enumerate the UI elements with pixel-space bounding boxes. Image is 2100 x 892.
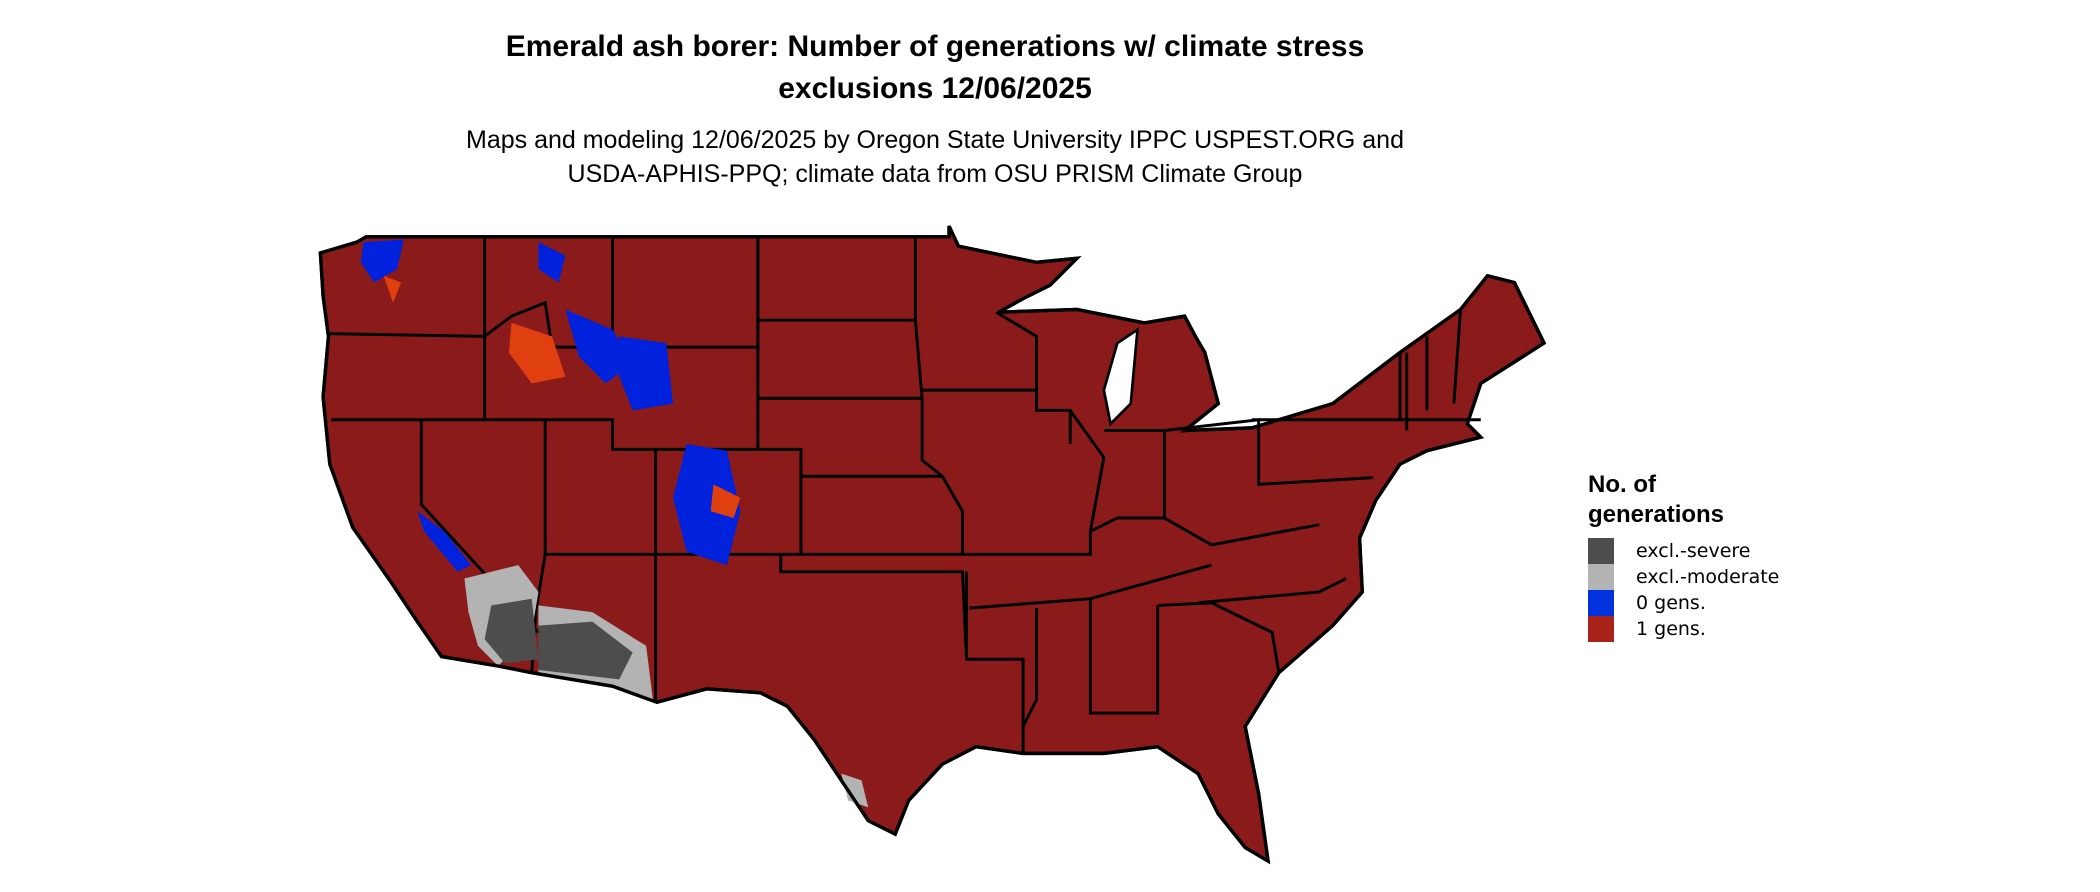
map-subtitle: Maps and modeling 12/06/2025 by Oregon S… <box>0 123 1870 191</box>
lake-michigan <box>1102 326 1140 427</box>
subtitle-line-2: USDA-APHIS-PPQ; climate data from OSU PR… <box>567 160 1303 188</box>
state-borders <box>328 236 1481 754</box>
legend-label: 0 gens. <box>1636 592 1706 614</box>
orange-fringe-patches <box>383 275 741 518</box>
legend-swatch <box>1588 538 1614 564</box>
zero-gens-patches <box>360 239 741 572</box>
legend-item-1-gens: 1 gens. <box>1588 616 1779 642</box>
exclusion-patches <box>464 565 869 808</box>
legend-label: 1 gens. <box>1636 618 1706 640</box>
title-line-1: Emerald ash borer: Number of generations… <box>505 30 1365 63</box>
us-border <box>318 225 1547 865</box>
legend-item-excl-severe: excl.-severe <box>1588 538 1779 564</box>
legend-item-excl-moderate: excl.-moderate <box>1588 564 1779 590</box>
legend-title-line-1: No. of <box>1588 471 1656 498</box>
subtitle-line-1: Maps and modeling 12/06/2025 by Oregon S… <box>466 126 1404 154</box>
title-line-2: exclusions 12/06/2025 <box>778 72 1092 105</box>
legend-label: excl.-severe <box>1636 540 1751 562</box>
legend-title-line-2: generations <box>1588 501 1725 528</box>
legend-item-0-gens: 0 gens. <box>1588 590 1779 616</box>
legend-label: excl.-moderate <box>1636 566 1780 588</box>
legend: No. of generations excl.-severe excl.-mo… <box>1588 470 1779 642</box>
legend-swatch <box>1588 590 1614 616</box>
legend-swatch <box>1588 564 1614 590</box>
map-title: Emerald ash borer: Number of generations… <box>0 26 1870 110</box>
legend-title: No. of generations <box>1588 470 1779 530</box>
legend-swatch <box>1588 616 1614 642</box>
